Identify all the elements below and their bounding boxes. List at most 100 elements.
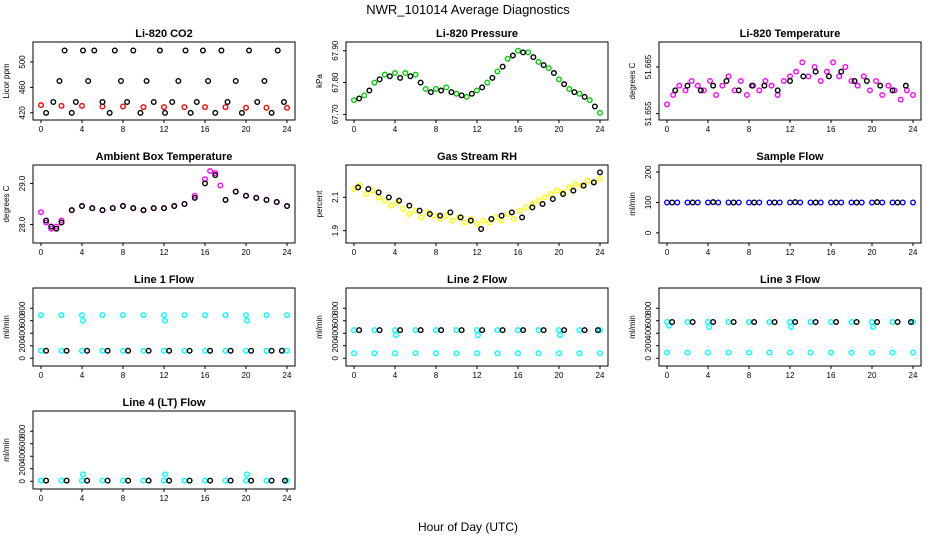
data-point bbox=[218, 47, 225, 54]
data-point bbox=[458, 92, 465, 99]
data-point bbox=[166, 477, 173, 484]
x-tick-label: 20 bbox=[555, 371, 564, 380]
data-point bbox=[263, 104, 270, 111]
x-tick-label: 20 bbox=[242, 494, 251, 503]
data-point bbox=[597, 169, 604, 176]
data-point bbox=[697, 87, 704, 94]
data-point bbox=[385, 194, 392, 201]
data-point bbox=[725, 349, 732, 356]
data-point bbox=[263, 347, 270, 354]
data-point bbox=[355, 184, 362, 191]
data-point bbox=[885, 82, 892, 89]
data-point bbox=[498, 217, 505, 224]
data-point bbox=[284, 312, 291, 319]
data-point bbox=[873, 77, 880, 84]
x-tick-label: 12 bbox=[786, 248, 795, 257]
x-tick-label: 16 bbox=[201, 125, 210, 134]
panel-6: Sample Flow ml/min 0 4 8 12 16 20 24 0 100 200 bbox=[628, 151, 922, 257]
data-point bbox=[376, 327, 383, 334]
series-2 bbox=[672, 68, 909, 94]
data-point bbox=[807, 349, 814, 356]
panel-8: Line 2 Flow ml/min 0 4 8 12 16 20 24 0 20040060080… bbox=[315, 274, 609, 380]
data-point bbox=[406, 202, 413, 209]
data-point bbox=[261, 77, 268, 84]
data-point bbox=[117, 77, 124, 84]
data-point bbox=[224, 98, 231, 105]
data-point bbox=[166, 347, 173, 354]
x-tick-label: 12 bbox=[786, 371, 795, 380]
data-point bbox=[576, 327, 583, 334]
data-point bbox=[143, 77, 150, 84]
data-point bbox=[426, 210, 433, 217]
data-point bbox=[756, 87, 763, 94]
data-point bbox=[517, 207, 524, 214]
x-tick-label: 20 bbox=[242, 125, 251, 134]
data-point bbox=[181, 104, 188, 111]
data-point bbox=[474, 220, 481, 227]
data-point bbox=[762, 77, 769, 84]
data-point bbox=[284, 347, 291, 354]
data-point bbox=[254, 98, 261, 105]
data-point bbox=[99, 98, 106, 105]
data-point bbox=[539, 200, 546, 207]
data-point bbox=[186, 347, 193, 354]
data-point bbox=[694, 199, 701, 206]
y-tick-label: 500 bbox=[18, 55, 27, 69]
y-tick-label: 0 bbox=[644, 230, 653, 235]
data-point bbox=[412, 327, 419, 334]
x-tick-label: 0 bbox=[39, 494, 44, 503]
panel-3: Li-820 Temperature degrees C 0 4 8 12 16 20 24 51… bbox=[628, 28, 922, 134]
data-point bbox=[570, 187, 577, 194]
data-point bbox=[284, 203, 291, 210]
data-point bbox=[50, 98, 57, 105]
data-point bbox=[186, 477, 193, 484]
x-tick-label: 0 bbox=[39, 371, 44, 380]
data-point bbox=[58, 347, 65, 354]
data-point bbox=[386, 73, 393, 80]
data-point bbox=[787, 77, 794, 84]
data-point bbox=[80, 317, 87, 324]
data-point bbox=[541, 194, 548, 201]
data-point bbox=[891, 87, 898, 94]
y-tick-label: 67.80 bbox=[331, 72, 340, 93]
data-point bbox=[848, 349, 855, 356]
data-point bbox=[156, 47, 163, 54]
y-tick-label: 600 bbox=[644, 314, 653, 328]
data-point bbox=[207, 168, 214, 175]
x-tick-label: 8 bbox=[434, 371, 439, 380]
y-axis-label: Licor ppm bbox=[2, 63, 11, 98]
data-point bbox=[705, 349, 712, 356]
data-point bbox=[746, 349, 753, 356]
data-point bbox=[417, 327, 424, 334]
data-point bbox=[787, 73, 794, 80]
y-tick-label: 200 bbox=[18, 339, 27, 353]
y-tick-label: 29.0 bbox=[18, 175, 27, 191]
data-point bbox=[520, 327, 527, 334]
x-tick-label: 0 bbox=[665, 248, 670, 257]
data-point bbox=[381, 71, 388, 78]
data-point bbox=[494, 327, 501, 334]
x-tick-label: 12 bbox=[160, 371, 169, 380]
data-point bbox=[207, 347, 214, 354]
data-point bbox=[478, 225, 485, 232]
data-point bbox=[201, 104, 208, 111]
data-point bbox=[833, 199, 840, 206]
data-point bbox=[676, 82, 683, 89]
data-point bbox=[78, 312, 85, 319]
data-point bbox=[422, 85, 429, 92]
x-tick-label: 4 bbox=[80, 371, 85, 380]
data-point bbox=[860, 73, 867, 80]
data-point bbox=[263, 196, 270, 203]
data-point bbox=[688, 77, 695, 84]
x-tick-label: 12 bbox=[160, 248, 169, 257]
data-point bbox=[725, 199, 732, 206]
data-point bbox=[58, 217, 65, 224]
data-point bbox=[674, 199, 681, 206]
data-point bbox=[99, 312, 106, 319]
data-point bbox=[38, 312, 45, 319]
data-point bbox=[494, 68, 501, 75]
data-point bbox=[535, 197, 542, 204]
data-point bbox=[597, 327, 604, 334]
data-point bbox=[119, 103, 126, 110]
